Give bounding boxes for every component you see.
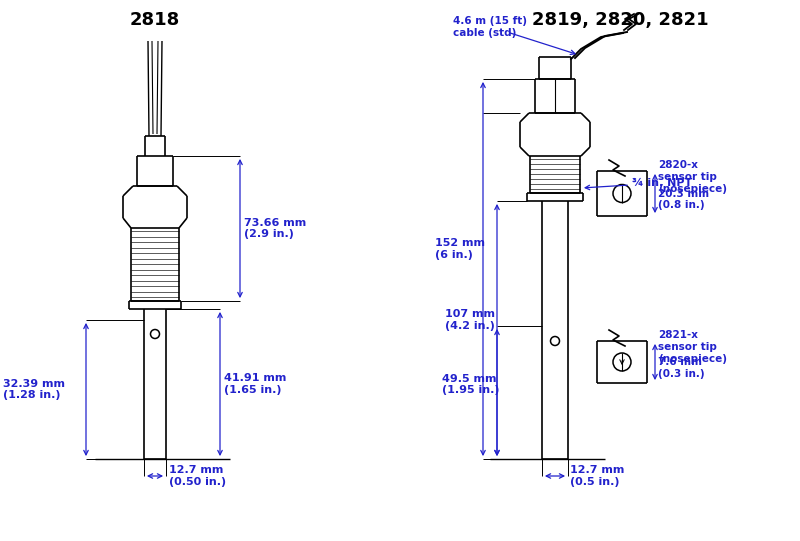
Text: 12.7 mm
(0.50 in.): 12.7 mm (0.50 in.) — [169, 465, 226, 487]
Text: 4.6 m (15 ft)
cable (std): 4.6 m (15 ft) cable (std) — [453, 16, 527, 38]
Text: 2819, 2820, 2821: 2819, 2820, 2821 — [532, 11, 708, 29]
Text: ¾ in. NPT: ¾ in. NPT — [632, 178, 692, 188]
Text: 7.6 mm
(0.3 in.): 7.6 mm (0.3 in.) — [658, 357, 705, 379]
Text: 2818: 2818 — [130, 11, 180, 29]
Text: 12.7 mm
(0.5 in.): 12.7 mm (0.5 in.) — [570, 465, 624, 487]
Text: 49.5 mm
(1.95 in.): 49.5 mm (1.95 in.) — [442, 374, 499, 395]
Text: 2820-x
sensor tip
(nosepiece): 2820-x sensor tip (nosepiece) — [658, 160, 727, 194]
Text: 107 mm
(4.2 in.): 107 mm (4.2 in.) — [445, 309, 495, 331]
Text: 152 mm
(6 in.): 152 mm (6 in.) — [435, 238, 485, 260]
Text: 41.91 mm
(1.65 in.): 41.91 mm (1.65 in.) — [224, 373, 286, 395]
Text: 73.66 mm
(2.9 in.): 73.66 mm (2.9 in.) — [244, 217, 306, 239]
Text: 32.39 mm
(1.28 in.): 32.39 mm (1.28 in.) — [3, 379, 65, 400]
Text: 20.3 mm
(0.8 in.): 20.3 mm (0.8 in.) — [658, 189, 709, 210]
Text: 2821-x
sensor tip
(nosepiece): 2821-x sensor tip (nosepiece) — [658, 331, 727, 364]
